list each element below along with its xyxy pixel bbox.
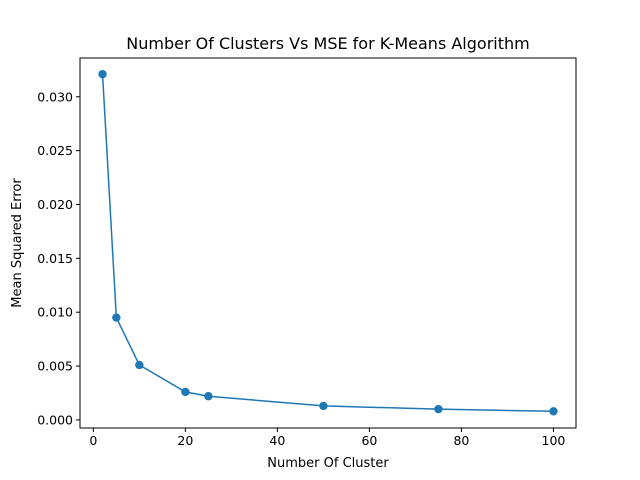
y-tick-label: 0.005 [37, 359, 73, 374]
y-tick-label: 0.030 [37, 89, 73, 104]
x-tick-label: 80 [453, 433, 469, 448]
x-tick-label: 100 [542, 433, 566, 448]
y-tick-label: 0.025 [37, 143, 73, 158]
x-tick-label: 40 [269, 433, 285, 448]
data-point [204, 392, 213, 401]
data-point [135, 360, 144, 370]
y-tick-label: 0.010 [37, 305, 73, 320]
y-tick-label: 0.020 [37, 197, 73, 212]
data-point [112, 313, 121, 322]
series-layer [98, 69, 558, 416]
y-tick-label: 0.015 [37, 251, 73, 266]
x-tick-label: 0 [89, 433, 97, 448]
data-point [319, 401, 328, 411]
series-line [101, 74, 554, 413]
data-point [98, 69, 107, 79]
y-tick-label: 0.000 [37, 412, 73, 427]
ticks-layer: 0 20 40 60 80 100 0.000 0.005 0.010 0.015 0.020 0.0… [37, 89, 565, 448]
data-point [549, 407, 558, 416]
plot-frame [79, 57, 577, 429]
y-axis-label: Mean Squared Error [10, 178, 25, 308]
chart-title: Number Of Clusters Vs MSE for K-Means Al… [126, 34, 529, 53]
x-axis-label: Number Of Cluster [267, 456, 389, 471]
x-tick-label: 60 [361, 433, 377, 448]
data-point [434, 404, 443, 414]
plot-area [80, 58, 576, 428]
data-point [181, 387, 190, 397]
x-tick-label: 20 [177, 433, 193, 448]
